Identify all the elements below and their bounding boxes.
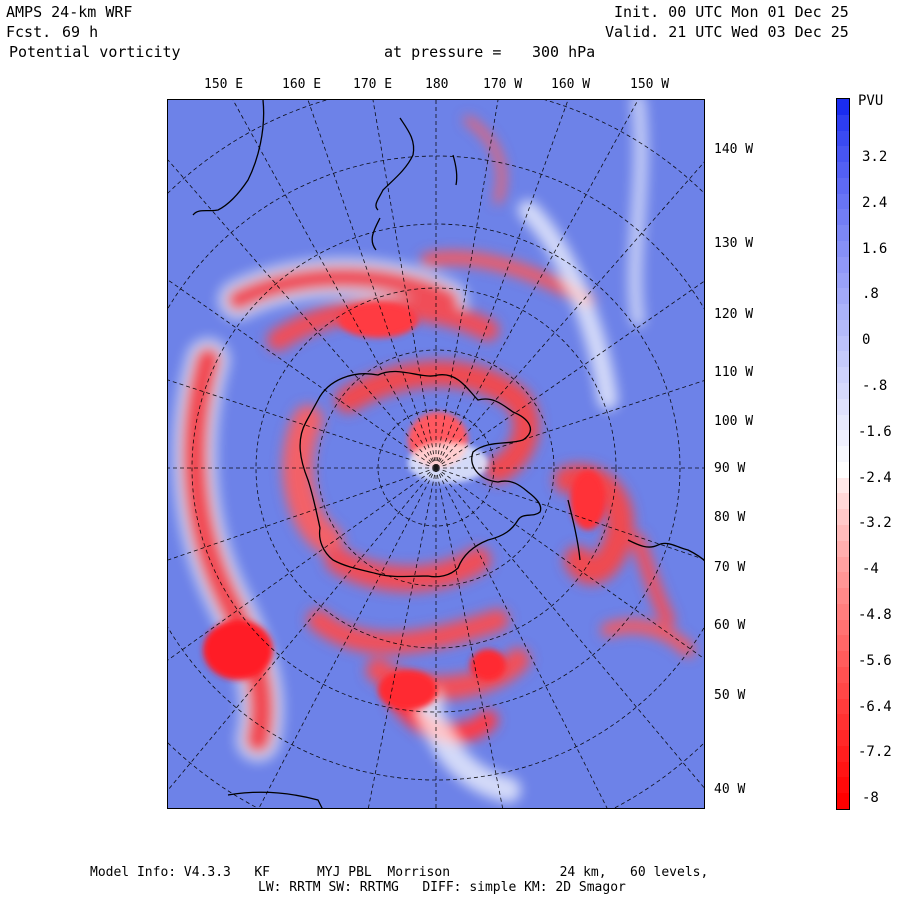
right-tick-label: 80 W (714, 510, 746, 525)
colorbar-label: -4.8 (858, 607, 892, 623)
colorbar-unit: PVU (858, 93, 884, 109)
top-tick-label: 180 (425, 77, 449, 92)
colorbar-label: 0 (862, 332, 871, 348)
colorbar-segment (837, 635, 849, 652)
colorbar-label: 3.2 (862, 149, 888, 165)
colorbar-segment (837, 761, 849, 778)
right-tick-label: 100 W (714, 414, 754, 429)
top-tick-label: 150 E (204, 77, 244, 92)
colorbar-label: -3.2 (858, 515, 892, 531)
colorbar-segment (837, 319, 849, 337)
pressure-label: at pressure = (384, 43, 502, 61)
colorbar-segment (837, 367, 849, 384)
colorbar-segment (837, 461, 849, 479)
colorbar-segment (837, 414, 849, 431)
right-tick-label: 130 W (714, 236, 754, 251)
colorbar-segment (837, 777, 849, 794)
right-tick-label: 40 W (714, 782, 746, 797)
colorbar-segment (837, 698, 849, 715)
colorbar-label: -1.6 (858, 424, 892, 440)
colorbar-segment (837, 556, 849, 573)
colorbar-segment (837, 525, 849, 542)
colorbar-label: -2.4 (858, 470, 892, 486)
colorbar-segment (837, 256, 849, 274)
colorbar-label: -8 (862, 790, 879, 806)
colorbar-segment (837, 398, 849, 416)
colorbar-segment (837, 99, 849, 116)
init-time: Init. 00 UTC Mon 01 Dec 25 (614, 3, 849, 21)
colorbar-segment (837, 588, 849, 605)
colorbar-segment (837, 288, 849, 305)
colorbar-segment (837, 572, 849, 589)
colorbar-segment (837, 446, 849, 463)
colorbar-segment (837, 177, 849, 195)
colorbar-segment (837, 193, 849, 210)
colorbar-segment (837, 745, 849, 763)
right-tick-label: 60 W (714, 618, 746, 633)
field-name: Potential vorticity (9, 43, 181, 61)
colorbar-segment (837, 651, 849, 668)
colorbar-segment (837, 225, 849, 242)
colorbar-label: -5.6 (858, 653, 892, 669)
colorbar-label: .8 (862, 286, 879, 302)
colorbar-label: -6.4 (858, 699, 892, 715)
colorbar-label: -7.2 (858, 744, 892, 760)
right-tick-label: 90 W (714, 461, 746, 476)
colorbar-label: 1.6 (862, 241, 888, 257)
colorbar-segment (837, 114, 849, 132)
colorbar-segment (837, 509, 849, 526)
colorbar-label: -.8 (862, 378, 888, 394)
right-tick-label: 120 W (714, 307, 754, 322)
colorbar-segment (837, 351, 849, 368)
coastlines (192, 100, 704, 808)
pressure-value: 300 hPa (532, 43, 596, 61)
colorbar-segment (837, 714, 849, 731)
forecast-label: Fcst. (6, 23, 52, 41)
colorbar-segment (837, 477, 849, 494)
top-tick-label: 170 W (483, 77, 523, 92)
colorbar-label: -4 (862, 561, 879, 577)
colorbar-segment (837, 146, 849, 163)
colorbar-segment (837, 667, 849, 684)
pv-map (167, 99, 705, 809)
map-svg (168, 100, 704, 808)
colorbar-segment (837, 130, 849, 147)
colorbar-segment (837, 730, 849, 747)
colorbar-segment (837, 793, 849, 810)
valid-time: Valid. 21 UTC Wed 03 Dec 25 (605, 23, 849, 41)
top-tick-label: 170 E (353, 77, 393, 92)
right-tick-label: 110 W (714, 365, 754, 380)
right-tick-label: 50 W (714, 688, 746, 703)
colorbar-segment (837, 603, 849, 621)
colorbar-segment (837, 540, 849, 558)
top-tick-label: 150 W (630, 77, 670, 92)
colorbar-segment (837, 162, 849, 179)
forecast-hours: 69 h (62, 23, 99, 41)
colorbar-segment (837, 383, 849, 400)
top-tick-label: 160 W (551, 77, 591, 92)
colorbar-segment (837, 272, 849, 289)
colorbar-segment (837, 682, 849, 700)
model-title: AMPS 24-km WRF (6, 3, 133, 21)
right-tick-label: 70 W (714, 560, 746, 575)
model-info-line2: LW: RRTM SW: RRTMG DIFF: simple KM: 2D S… (258, 880, 626, 895)
model-info-line1: Model Info: V4.3.3 KF MYJ PBL Morrison 2… (90, 865, 709, 880)
colorbar-segment (837, 430, 849, 447)
colorbar-segment (837, 335, 849, 352)
right-tick-label: 140 W (714, 142, 754, 157)
colorbar-label: 2.4 (862, 195, 888, 211)
colorbar-segment (837, 304, 849, 321)
colorbar-segment (837, 209, 849, 226)
colorbar (836, 98, 850, 810)
colorbar-segment (837, 241, 849, 258)
top-tick-label: 160 E (282, 77, 322, 92)
colorbar-segment (837, 619, 849, 636)
colorbar-segment (837, 493, 849, 510)
graticule (168, 100, 704, 808)
